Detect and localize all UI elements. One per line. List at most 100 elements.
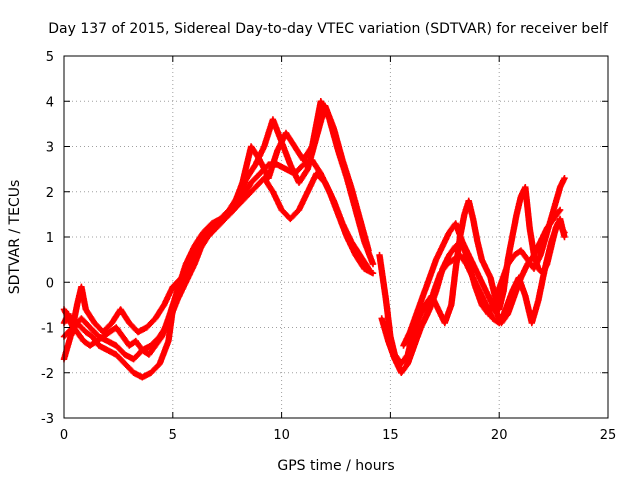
data-point [467,253,471,257]
data-point [552,208,555,212]
data-point [280,208,283,212]
data-point [306,190,310,194]
data-point [441,244,445,248]
data-point [462,212,466,216]
data-point [530,321,534,325]
x-axis-label: GPS time / hours [277,458,394,474]
data-point [332,199,336,203]
data-point [532,267,536,271]
data-point [206,231,210,234]
data-point [184,280,188,284]
data-point [480,280,484,284]
data-point [399,371,403,375]
data-point [90,335,94,338]
data-point [284,167,288,171]
y-tick-label: 4 [46,95,54,110]
data-point [315,172,318,176]
data-point [310,145,314,148]
data-point [362,240,366,243]
data-point [319,99,323,103]
data-point [402,344,405,347]
x-tick-label: 5 [169,428,177,443]
data-point [84,330,88,334]
data-point [380,317,384,320]
data-point [293,145,297,148]
data-point [460,240,464,243]
y-axis-label: SDTVAR / TECUs [7,180,23,295]
data-point [140,348,144,352]
data-point [336,149,340,153]
data-point [434,289,438,293]
data-point [223,212,227,216]
data-point [528,226,532,230]
data-point [197,240,201,243]
data-point [271,117,275,121]
chart-title: Day 137 of 2015, Sidereal Day-to-day VTE… [48,21,609,37]
data-point [428,276,431,280]
grid-lines [64,56,608,418]
data-point [539,240,542,243]
data-point [552,217,555,221]
x-tick-label: 20 [491,428,508,443]
data-point [69,335,72,338]
data-point [271,190,275,194]
data-point [262,145,266,148]
data-point [328,117,331,121]
data-point [249,181,253,185]
y-tick-label: 5 [46,50,54,65]
data-point [254,163,257,167]
series-trace-4 [60,98,377,336]
data-point [140,375,144,379]
data-point [371,271,375,275]
data-point [513,294,516,298]
data-point [419,326,423,329]
y-tick-label: -1 [41,322,54,337]
data-point [489,276,492,280]
data-point [127,321,131,325]
data-point [123,362,127,366]
axis-ticks [63,55,609,419]
data-point [158,335,162,338]
data-point [297,181,301,185]
data-point [193,262,196,266]
x-tick-label: 10 [273,428,290,443]
data-point [428,308,431,311]
data-point [515,212,519,216]
data-point [491,317,495,320]
data-point [349,240,353,243]
data-point [214,222,218,225]
data-point [136,330,140,334]
data-point [301,158,305,162]
data-point [341,222,344,225]
data-point [434,258,438,262]
y-tick-label: 2 [46,186,54,201]
x-tick-label: 25 [600,428,617,443]
data-point [523,185,527,189]
data-point [95,339,99,343]
data-point [484,267,488,271]
data-point [384,298,388,302]
data-point [519,276,523,280]
data-point [82,339,85,343]
data-point [523,294,527,298]
data-point [449,303,453,307]
data-point [371,262,375,266]
data-point [563,235,566,239]
y-tick-label: 0 [46,276,54,291]
x-tick-labels: 0 5 10 15 20 25 [60,428,616,443]
data-point [66,312,70,316]
data-point [480,258,484,262]
data-point [114,353,118,357]
data-point [421,294,425,298]
data-point [171,285,175,289]
data-point [486,294,490,298]
data-point [93,321,96,325]
data-point [545,226,549,230]
data-point [386,339,390,343]
data-point [167,339,170,343]
y-tick-label: -2 [41,367,54,382]
data-point [506,312,510,316]
data-point [406,362,410,366]
data-point [441,267,445,271]
data-point [532,253,536,257]
